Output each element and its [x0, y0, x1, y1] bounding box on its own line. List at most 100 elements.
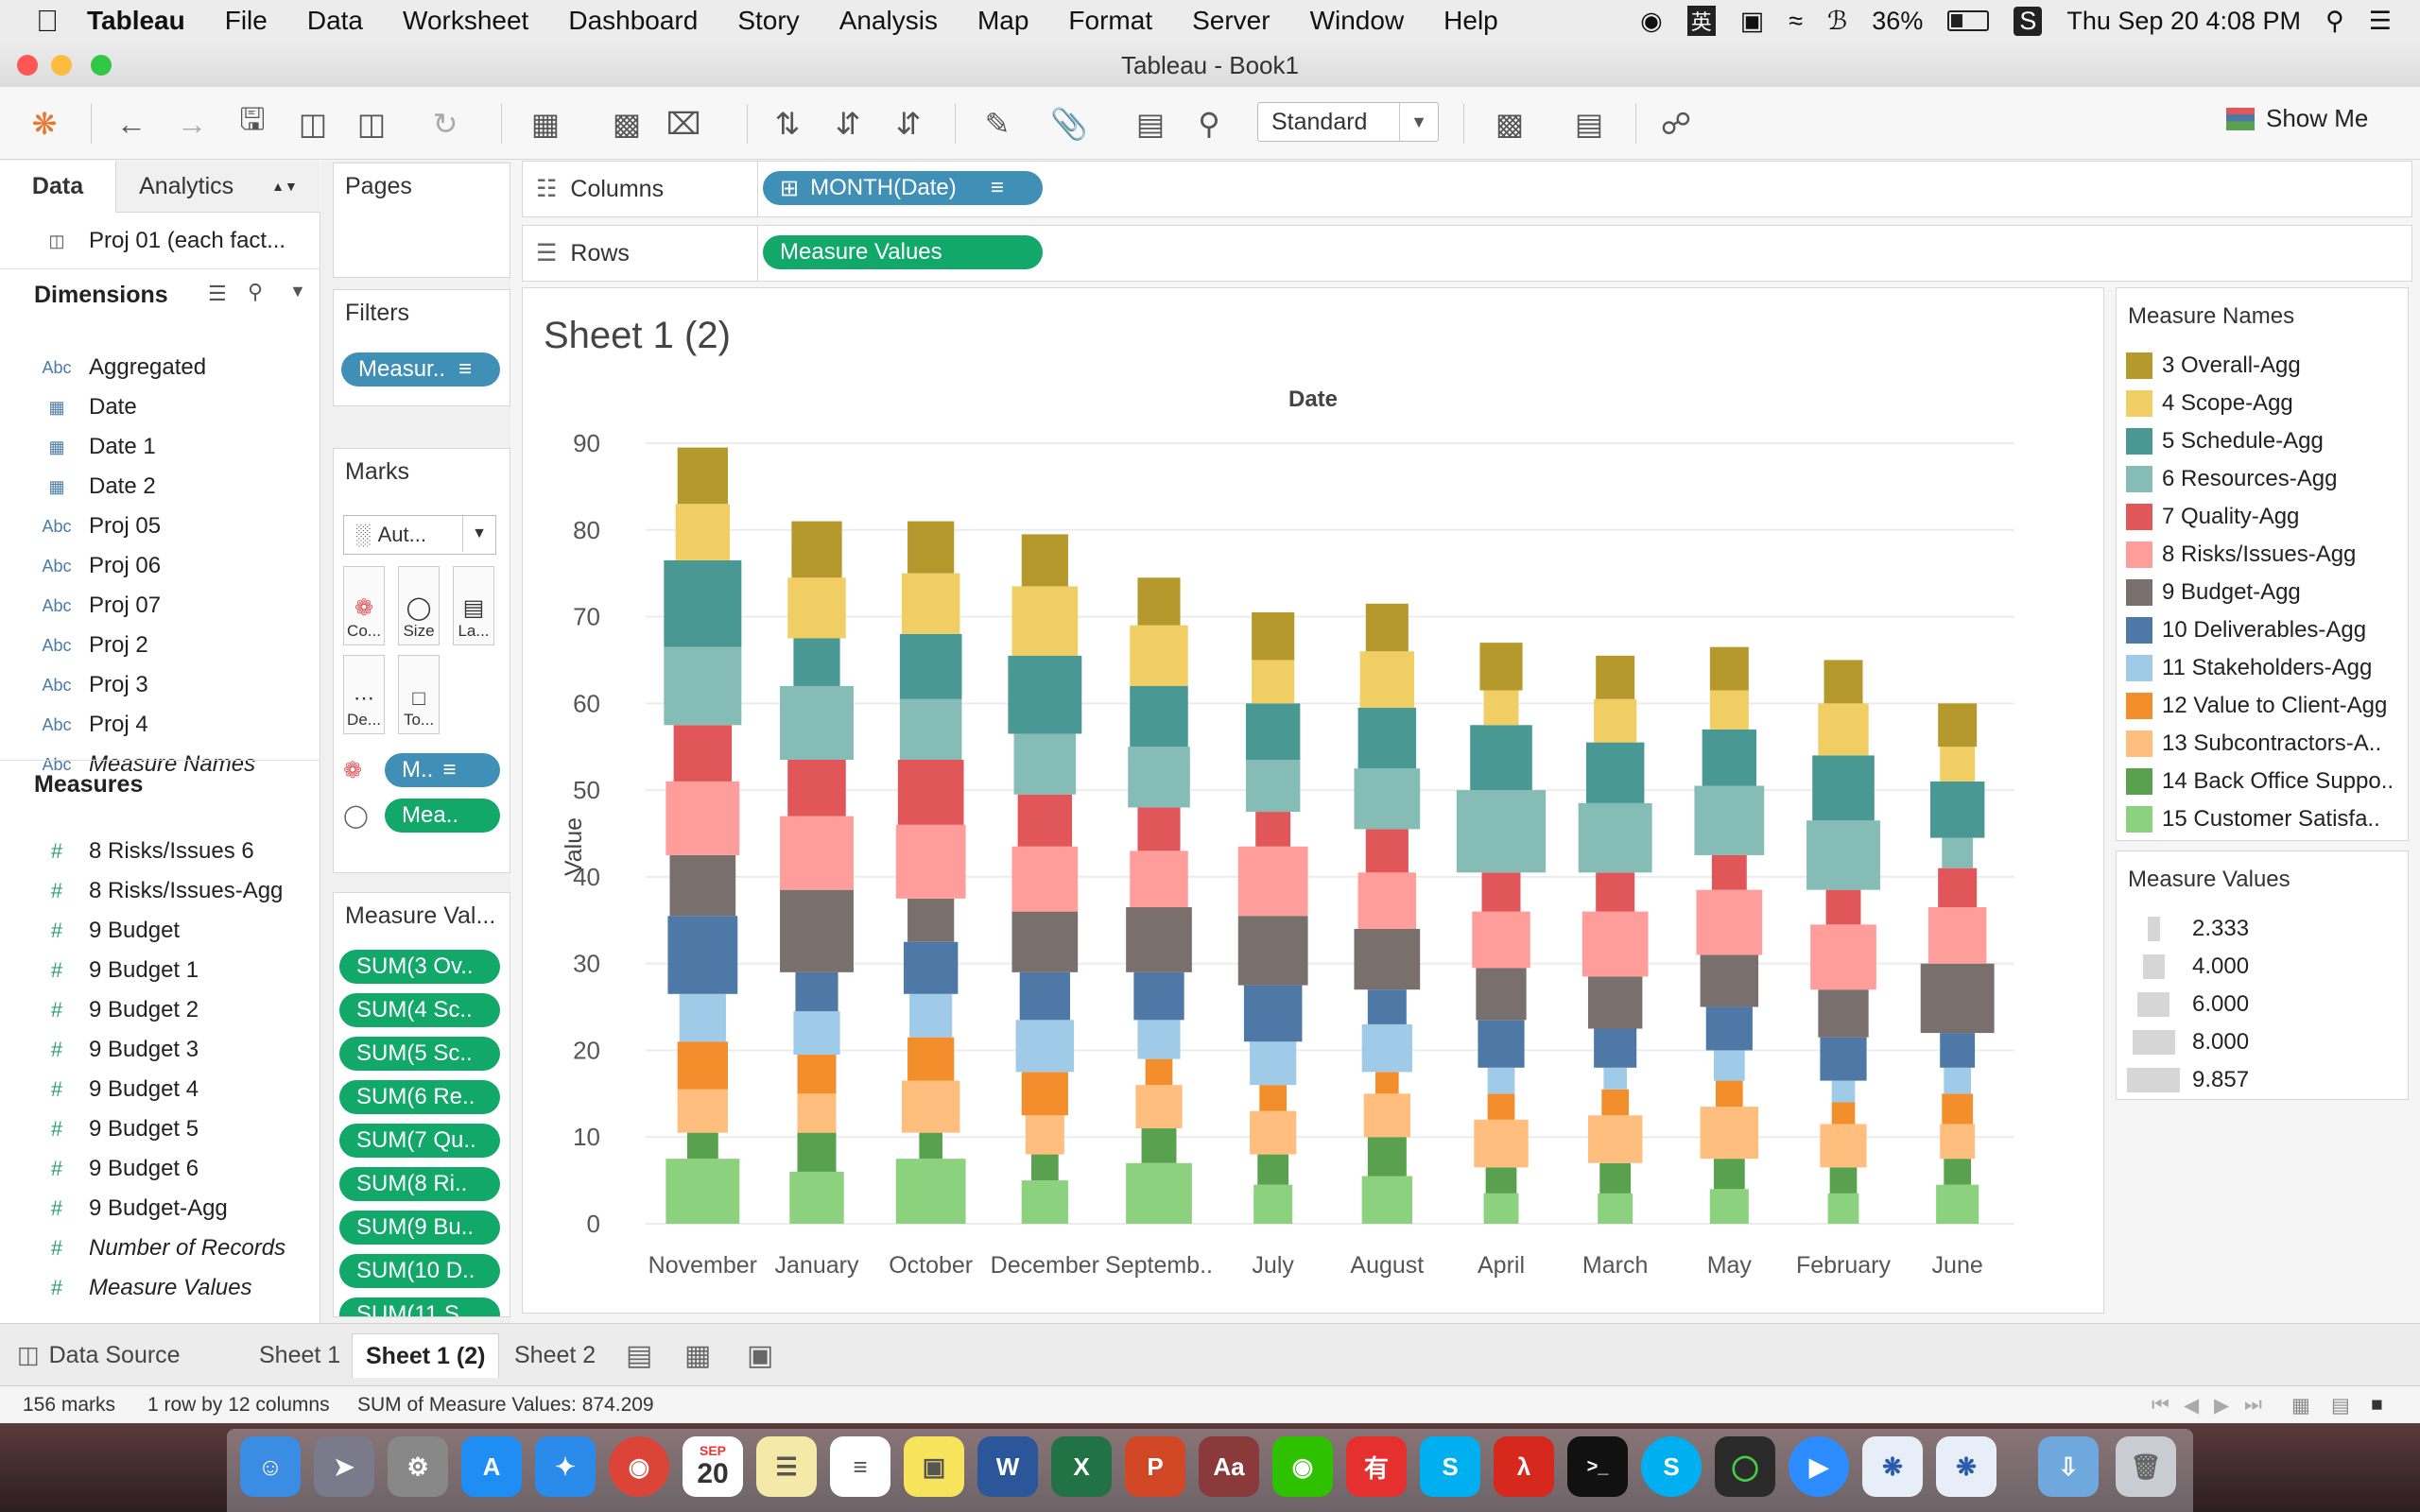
bar-segment[interactable] — [667, 916, 738, 994]
menu-story[interactable]: Story — [715, 6, 799, 35]
menu-analysis[interactable]: Analysis — [816, 6, 938, 35]
new-worksheet-icon[interactable]: ▦ — [530, 107, 561, 141]
wifi-icon[interactable]: ≈ — [1789, 6, 1804, 35]
bar-segment[interactable] — [1715, 1080, 1743, 1108]
bar-segment[interactable] — [1700, 1107, 1759, 1160]
bar-segment[interactable] — [1130, 685, 1188, 747]
measure-item[interactable]: #8 Risks/Issues-Agg — [0, 871, 284, 911]
bar-segment[interactable] — [908, 898, 955, 942]
bar-segment[interactable] — [666, 1159, 740, 1224]
legend-item[interactable]: 7 Quality-Agg — [2126, 500, 2299, 534]
bar-segment[interactable] — [673, 725, 733, 782]
color-pill-measure-names[interactable]: M.. ≡ — [385, 753, 500, 787]
bar-segment[interactable] — [793, 1011, 840, 1056]
menu-map[interactable]: Map — [954, 6, 1028, 35]
first-page-icon[interactable]: ⏮ — [2152, 1394, 2169, 1416]
tab-data[interactable]: Data — [0, 161, 115, 215]
measure-value-pill[interactable]: SUM(7 Qu.. — [339, 1124, 500, 1158]
bar-segment[interactable] — [1137, 577, 1181, 626]
legend-item[interactable]: 11 Stakeholders-Agg — [2126, 651, 2372, 685]
bar-segment[interactable] — [1243, 985, 1303, 1042]
bar-segment[interactable] — [1820, 1124, 1867, 1168]
bar-segment[interactable] — [1479, 643, 1523, 691]
bar-segment[interactable] — [1603, 1067, 1627, 1090]
bar-segment[interactable] — [1831, 1102, 1856, 1125]
search-icon[interactable]: ⚲ — [248, 280, 264, 303]
mark-type-dropdown[interactable]: ░ Aut... ▼ — [343, 515, 496, 555]
bar-segment[interactable] — [1709, 1189, 1749, 1224]
bar-segment[interactable] — [1487, 1067, 1515, 1094]
grid-view-icon[interactable]: ▦ — [2291, 1395, 2310, 1417]
rows-shelf[interactable]: ☰ Rows Measure Values — [522, 225, 2412, 282]
bar-segment[interactable] — [1831, 1080, 1856, 1103]
bar-segment[interactable] — [1485, 1167, 1517, 1194]
tab-sheet-2[interactable]: Sheet 2 — [514, 1341, 596, 1368]
bar-segment[interactable] — [797, 1055, 837, 1094]
legend-item[interactable]: 13 Subcontractors-A.. — [2126, 727, 2381, 761]
bar-segment[interactable] — [1472, 911, 1530, 969]
bar-segment[interactable] — [1354, 768, 1421, 830]
bar-segment[interactable] — [1367, 1137, 1407, 1177]
bar-segment[interactable] — [797, 1093, 837, 1133]
menu-file[interactable]: File — [201, 6, 268, 35]
datasource-item[interactable]: ◫ Proj 01 (each fact... — [0, 221, 285, 261]
bar-segment[interactable] — [1375, 1072, 1399, 1094]
powerpoint-icon[interactable]: P — [1125, 1436, 1185, 1497]
bar-segment[interactable] — [899, 633, 962, 699]
bar-segment[interactable] — [664, 646, 742, 726]
dimension-item[interactable]: Abc Measure Names — [0, 745, 255, 784]
tableau-logo-icon[interactable]: ❋ — [31, 107, 58, 141]
bar-segment[interactable] — [1806, 820, 1880, 890]
bar-segment[interactable] — [1237, 846, 1308, 917]
input-method-icon[interactable]: 英 — [1686, 6, 1716, 36]
bar-segment[interactable] — [1474, 1119, 1529, 1168]
bar-segment[interactable] — [1711, 854, 1747, 890]
next-page-icon[interactable]: ▶ — [2214, 1395, 2230, 1417]
fit-dropdown[interactable]: Standard ▼ — [1257, 102, 1439, 142]
bar-segment[interactable] — [1696, 889, 1763, 955]
bar-segment[interactable] — [1019, 971, 1070, 1021]
bar-segment[interactable] — [1694, 785, 1765, 855]
bar-segment[interactable] — [1015, 1020, 1075, 1073]
notes-icon[interactable]: ☰ — [756, 1436, 817, 1497]
undo-icon[interactable]: ← — [116, 106, 147, 141]
bar-segment[interactable] — [787, 577, 846, 639]
bar-segment[interactable] — [1245, 703, 1301, 760]
duplicate-sheet-icon[interactable]: ▩ — [612, 107, 642, 141]
bar-segment[interactable] — [1011, 846, 1079, 912]
tab-sheet-1[interactable]: Sheet 1 — [259, 1341, 341, 1368]
bar-segment[interactable] — [675, 504, 731, 560]
skype-business-icon[interactable]: S — [1641, 1436, 1702, 1497]
bar-segment[interactable] — [1940, 1124, 1976, 1160]
bar-segment[interactable] — [1578, 802, 1652, 873]
bar-segment[interactable] — [1365, 829, 1409, 873]
minimize-window-button[interactable] — [51, 55, 72, 76]
bar-segment[interactable] — [780, 889, 854, 972]
color-button[interactable]: ❁ Co... — [343, 566, 385, 645]
bar-segment[interactable] — [1824, 660, 1863, 704]
bar-segment[interactable] — [1942, 1093, 1974, 1125]
bar-segment[interactable] — [1470, 725, 1532, 791]
measure-item[interactable]: #9 Budget 4 — [0, 1070, 199, 1109]
bar-segment[interactable] — [1596, 872, 1635, 912]
dimension-item[interactable]: Abc Aggregated — [0, 348, 206, 387]
zoom-window-button[interactable] — [91, 55, 112, 76]
bar-segment[interactable] — [1709, 690, 1749, 730]
legend-item[interactable]: 5 Schedule-Agg — [2126, 424, 2324, 458]
qq-icon[interactable]: ◉ — [1640, 6, 1663, 35]
filmstrip-view-icon[interactable]: ▤ — [2331, 1395, 2350, 1417]
bar-segment[interactable] — [1596, 655, 1635, 699]
bar-segment[interactable] — [1130, 625, 1188, 686]
tooltip-button[interactable]: □ To... — [398, 655, 440, 734]
bar-segment[interactable] — [1936, 1184, 1979, 1224]
bar-segment[interactable] — [1133, 971, 1184, 1021]
activity-icon[interactable]: ◯ — [1715, 1436, 1775, 1497]
highlight-icon[interactable]: ✎ — [984, 107, 1011, 141]
bar-segment[interactable] — [1476, 968, 1527, 1021]
bar-segment[interactable] — [1252, 660, 1295, 704]
bar-segment[interactable] — [919, 1132, 942, 1160]
bar-segment[interactable] — [1587, 976, 1643, 1029]
bar-segment[interactable] — [1820, 1037, 1867, 1081]
bar-segment[interactable] — [1130, 850, 1188, 908]
bar-segment[interactable] — [677, 1041, 728, 1090]
